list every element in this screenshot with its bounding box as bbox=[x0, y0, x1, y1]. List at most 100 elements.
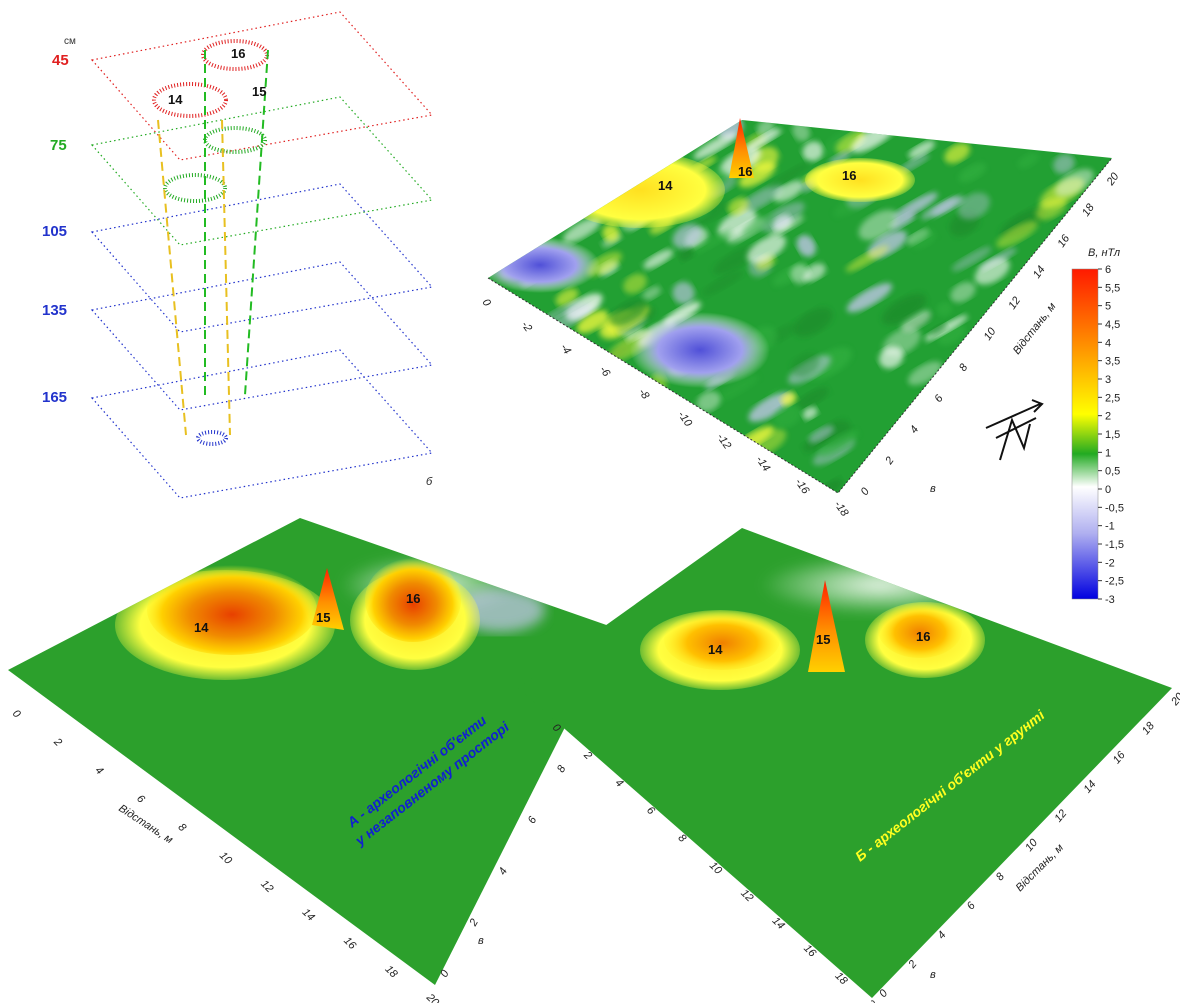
model-a-x-tick-6: 6 bbox=[134, 793, 147, 806]
field-texture-blob bbox=[742, 213, 775, 236]
model-a-x-tick-12: 12 bbox=[258, 878, 275, 895]
model-b-y-tick-2: 2 bbox=[906, 958, 920, 971]
field-x-tick--18: -18 bbox=[832, 499, 851, 520]
field-texture-blob bbox=[727, 197, 749, 216]
field-peak-16b: 16 bbox=[842, 168, 856, 183]
slice-cloud-15-75 bbox=[203, 126, 267, 154]
slice-plane-105 bbox=[90, 183, 434, 333]
model-b-y-tick-8: 8 bbox=[994, 870, 1008, 883]
field-x-tick--16: -16 bbox=[792, 476, 811, 497]
field-texture-blob bbox=[1053, 154, 1075, 174]
field-texture-blob bbox=[792, 121, 811, 142]
field-texture-blob bbox=[890, 212, 916, 230]
field-texture-blob bbox=[672, 281, 695, 305]
field-texture-blob bbox=[793, 307, 833, 337]
model-b-x-tick-8: 8 bbox=[675, 832, 688, 845]
field-texture-blob bbox=[996, 220, 1038, 248]
field-texture-blob bbox=[907, 361, 943, 386]
field-frame bbox=[487, 157, 1113, 494]
model-a-x-tick-4: 4 bbox=[93, 764, 106, 777]
colorbar-tick-2,5: 2,5 bbox=[1105, 392, 1120, 404]
colorbar-tick-3,5: 3,5 bbox=[1105, 356, 1120, 368]
model-b-halo bbox=[760, 555, 1000, 615]
field-texture-blob bbox=[790, 264, 810, 284]
slice-plane-165 bbox=[90, 349, 434, 499]
colorbar-tick-3: 3 bbox=[1105, 374, 1111, 386]
field-y-tick-0: 0 bbox=[859, 485, 873, 498]
field-texture-blob bbox=[958, 162, 987, 183]
model-b-y-tick-16: 16 bbox=[1111, 749, 1129, 767]
north-arrow-icon bbox=[985, 399, 1044, 461]
field-x-tick--12: -12 bbox=[714, 432, 733, 452]
model-a-y-tick-0: 0 bbox=[438, 967, 452, 979]
model-a-peak-label-16: 16 bbox=[406, 591, 420, 606]
colorbar-tick--2: -2 bbox=[1105, 557, 1115, 569]
field-texture-blob bbox=[802, 141, 824, 162]
colorbar-tick-5: 5 bbox=[1105, 301, 1111, 313]
model-b-x-tick-6: 6 bbox=[644, 804, 657, 817]
slice-plane-135 bbox=[90, 261, 434, 411]
colorbar-ticks: 6 5,5 5 4,5 4 3,5 3 2,5 2 1,5 1 0,5 0 -0,5 -1 -1,5 -2 -2,… bbox=[1098, 264, 1124, 606]
model-b-peak-label-14: 14 bbox=[708, 642, 723, 657]
colorbar: B, нТл 6 5,5 5 4,5 4 3,5 3 2,5 2 1,5 1 0,5 0 -0,5 -1 -1… bbox=[1071, 247, 1124, 606]
model-b-y-axis-label: Відстань, м bbox=[1014, 841, 1067, 894]
colorbar-tick-1: 1 bbox=[1105, 447, 1111, 459]
field-texture-blob bbox=[625, 327, 645, 342]
model-a-x-tick-10: 10 bbox=[217, 850, 235, 868]
model-b-peak-label-15: 15 bbox=[816, 632, 830, 647]
slice-layers bbox=[90, 11, 434, 499]
depth-label-165: 165 bbox=[42, 389, 67, 406]
colorbar-tick-1,5: 1,5 bbox=[1105, 429, 1120, 441]
colorbar-tick--1,5: -1,5 bbox=[1105, 539, 1124, 551]
slice-cloud-14-45 bbox=[152, 82, 228, 118]
field-y-tick-8: 8 bbox=[957, 361, 971, 374]
field-texture-blob bbox=[944, 143, 971, 164]
field-x-tick-0: 0 bbox=[480, 297, 494, 310]
model-a-x-tick-0: 0 bbox=[10, 708, 23, 721]
model-b-y-tick-4: 4 bbox=[936, 929, 949, 941]
field-peak-16a: 16 bbox=[738, 164, 752, 179]
field-texture-blob bbox=[1017, 152, 1040, 169]
field-texture-blob bbox=[738, 161, 776, 188]
field-y-tick-18: 18 bbox=[1080, 201, 1097, 219]
model-a-peak-label-15: 15 bbox=[316, 610, 330, 625]
field-anomaly-14 bbox=[555, 152, 725, 228]
field-texture-blob bbox=[882, 293, 927, 325]
field-texture-blob bbox=[936, 301, 953, 317]
slices-axis-letter: б bbox=[426, 476, 433, 488]
model-a-x-tick-8: 8 bbox=[175, 821, 188, 834]
field-texture-blob bbox=[760, 202, 805, 232]
slice-column-16 bbox=[204, 49, 269, 396]
colorbar-tick-0,5: 0,5 bbox=[1105, 466, 1120, 478]
slice-object-14: 14 bbox=[168, 92, 183, 107]
model-b-y-tick-6: 6 bbox=[965, 899, 979, 912]
model-b-y-tick-0: 0 bbox=[877, 987, 891, 1000]
field-texture-blob bbox=[693, 230, 732, 254]
model-b-x-tick-2: 2 bbox=[581, 749, 595, 763]
model-a-peak-16 bbox=[365, 558, 461, 642]
field-anomaly-16b bbox=[805, 158, 915, 202]
model-a-peak-label-14: 14 bbox=[194, 620, 209, 635]
field-texture-blob bbox=[623, 273, 647, 294]
field-texture-blob bbox=[900, 153, 930, 173]
field-texture-blob bbox=[568, 302, 600, 321]
model-b-y-tick-14: 14 bbox=[1082, 778, 1099, 795]
field-texture-blob bbox=[908, 140, 935, 159]
field-texture-blob bbox=[746, 128, 782, 151]
model-a-axis-letter: в bbox=[478, 935, 484, 947]
field-negative-anomaly bbox=[630, 312, 770, 388]
field-texture-blob bbox=[796, 387, 829, 410]
field-x-tick--4: -4 bbox=[558, 342, 573, 357]
depth-unit: см bbox=[64, 36, 76, 47]
field-texture-blob bbox=[957, 192, 990, 220]
field-x-tick--8: -8 bbox=[636, 387, 652, 403]
field-y-tick-10: 10 bbox=[982, 325, 999, 343]
field-texture-blob bbox=[818, 430, 859, 457]
field-texture-blob bbox=[642, 286, 661, 301]
field-texture-blob bbox=[713, 246, 757, 275]
field-texture-blob bbox=[929, 323, 947, 336]
field-texture-blob bbox=[714, 375, 759, 403]
field-y-tick-2: 2 bbox=[883, 455, 897, 468]
field-axis-letter: в bbox=[930, 483, 936, 495]
model-a-x-tick-2: 2 bbox=[51, 735, 65, 749]
